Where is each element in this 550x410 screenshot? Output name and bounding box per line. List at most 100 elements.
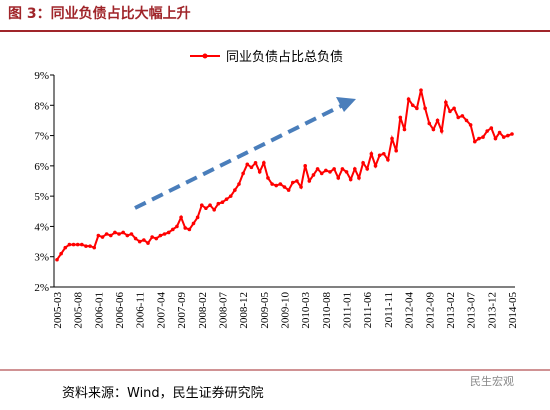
point [183, 226, 188, 230]
point [415, 106, 419, 111]
point [179, 215, 183, 220]
point [108, 233, 113, 238]
y-tick-label: 7% [34, 131, 49, 143]
point [245, 162, 250, 167]
point [410, 103, 415, 108]
y-tick-label: 2% [34, 282, 49, 294]
point [59, 251, 63, 256]
y-tick-label: 6% [34, 161, 49, 173]
point [96, 233, 101, 238]
point [121, 230, 125, 235]
point [353, 167, 357, 171]
x-tick-label: 2010-03 [300, 292, 312, 329]
point [307, 179, 312, 183]
point [435, 118, 440, 123]
point [319, 171, 324, 176]
point [286, 188, 291, 192]
point [481, 135, 485, 139]
chart-title: 图 3：同业负债占比大幅上升 [8, 5, 191, 22]
point [125, 233, 130, 238]
point [456, 115, 461, 120]
point [311, 173, 316, 177]
point [154, 236, 159, 241]
x-tick-label: 2008-12 [238, 292, 250, 329]
point [423, 106, 427, 111]
point [501, 135, 506, 139]
point [158, 233, 163, 238]
point [390, 136, 394, 141]
x-tick-label: 2007-04 [155, 292, 167, 329]
x-tick-label: 2005-08 [73, 292, 85, 329]
x-tick-label: 2012-09 [424, 292, 436, 329]
point [187, 227, 192, 232]
point [452, 106, 456, 111]
point [100, 235, 105, 239]
point [365, 167, 370, 171]
x-tick-label: 2005-03 [52, 292, 64, 329]
x-tick-label: 2011-01 [342, 292, 354, 328]
point [336, 176, 341, 180]
x-tick-label: 2012-04 [404, 292, 416, 329]
x-tick-label: 2006-01 [93, 292, 105, 329]
point [253, 161, 258, 165]
point [398, 115, 403, 120]
point [212, 207, 216, 212]
point [419, 88, 423, 92]
point [195, 215, 200, 220]
y-tick-label: 4% [34, 221, 49, 233]
point [299, 185, 303, 189]
point [113, 230, 117, 235]
point [485, 129, 489, 133]
point [357, 176, 361, 180]
point [150, 235, 154, 239]
y-tick-label: 8% [34, 100, 49, 112]
point [303, 164, 307, 168]
x-tick-label: 2008-02 [197, 292, 209, 329]
point [381, 151, 386, 156]
point [137, 239, 142, 244]
point [117, 232, 121, 236]
point [237, 182, 241, 186]
point [233, 188, 237, 192]
point [460, 114, 465, 118]
point [282, 185, 287, 189]
point [55, 257, 59, 262]
x-tick-label: 2013-07 [466, 292, 478, 329]
point [84, 244, 88, 248]
point [71, 242, 76, 247]
legend-label: 同业负债占比总负债 [226, 50, 343, 65]
point [324, 168, 328, 173]
legend-marker [202, 53, 208, 59]
point [166, 230, 171, 235]
point [171, 227, 175, 232]
point [448, 109, 452, 114]
x-tick-label: 2011-11 [383, 292, 395, 328]
point [142, 238, 146, 242]
point [406, 97, 411, 102]
point [369, 151, 374, 156]
x-tick-label: 2014-05 [507, 292, 519, 329]
point [427, 121, 432, 126]
point [373, 164, 378, 168]
point [75, 242, 80, 247]
x-tick-label: 2011-06 [362, 292, 374, 329]
y-tick-label: 3% [34, 252, 49, 264]
x-tick-label: 2008-07 [217, 292, 229, 329]
point [133, 236, 138, 241]
point [497, 130, 502, 135]
point [262, 161, 266, 165]
point [348, 177, 353, 182]
point [344, 170, 349, 174]
trend-arrow [134, 102, 346, 210]
point [228, 194, 233, 198]
point [510, 132, 514, 136]
point [146, 241, 150, 245]
point [67, 242, 72, 247]
point [386, 158, 390, 162]
watermark: 民生宏观 [470, 374, 514, 388]
point [444, 100, 448, 105]
point [295, 179, 299, 183]
point [175, 224, 179, 229]
x-tick-label: 2013-12 [486, 292, 498, 329]
